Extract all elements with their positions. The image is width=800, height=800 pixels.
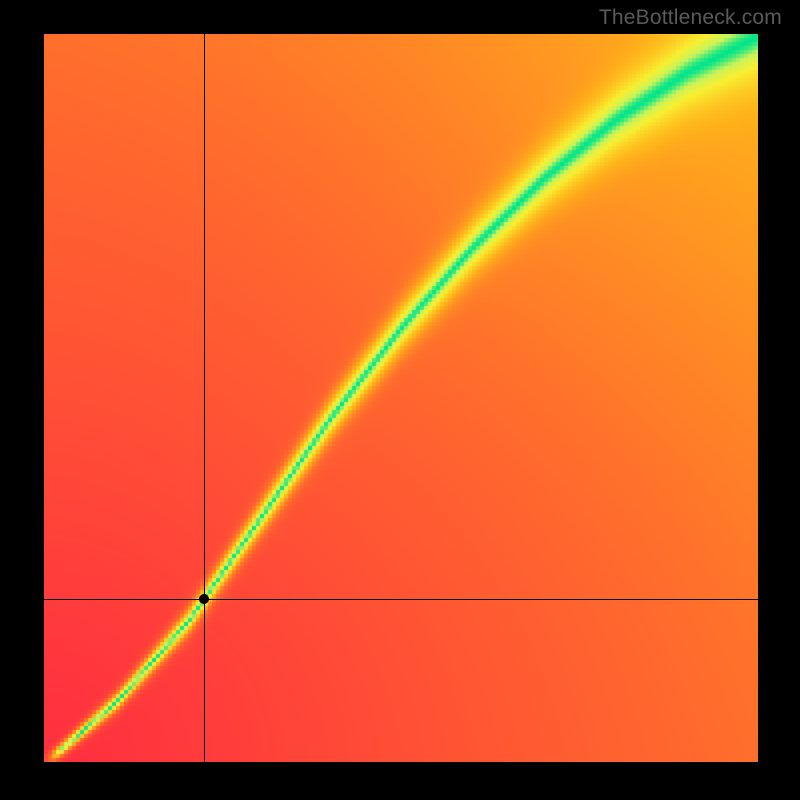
crosshair-vertical xyxy=(204,34,205,762)
watermark-text: TheBottleneck.com xyxy=(599,6,782,30)
bottleneck-heatmap xyxy=(44,34,758,762)
crosshair-marker xyxy=(199,594,209,604)
crosshair-horizontal xyxy=(44,599,758,600)
heatmap-canvas xyxy=(44,34,758,762)
